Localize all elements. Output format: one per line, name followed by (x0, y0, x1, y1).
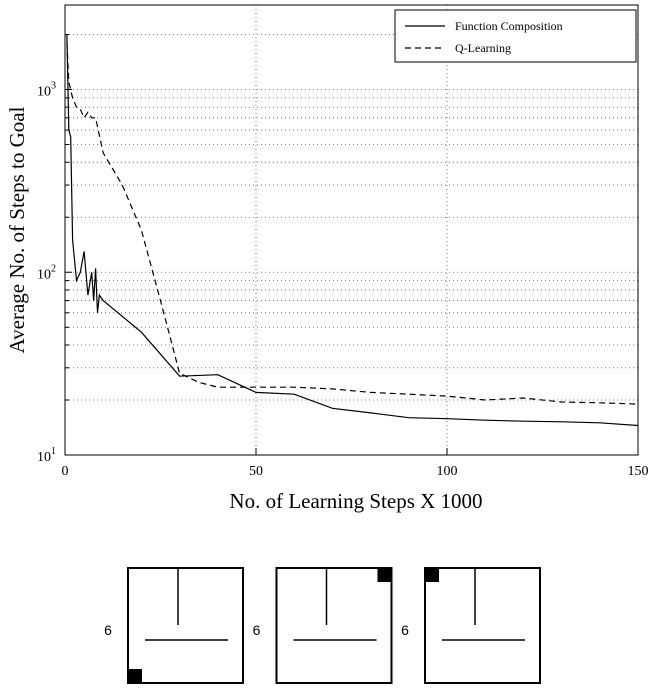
y-tick-base: 10 (37, 85, 51, 100)
y-tick-exponent: 3 (51, 81, 56, 92)
x-tick-label: 100 (437, 464, 458, 479)
grid-world (127, 567, 244, 684)
x-tick-label: 0 (62, 464, 69, 479)
y-tick-exponent: 2 (51, 263, 56, 274)
goal (377, 568, 392, 582)
x-axis-label: No. of Learning Steps X 1000 (229, 489, 482, 513)
y-tick-label: 103 (37, 81, 56, 100)
x-tick-label: 50 (249, 464, 263, 479)
grid-size-label: 6 (401, 622, 409, 638)
legend-label: Function Composition (455, 19, 563, 33)
grid-size-label: 6 (253, 622, 261, 638)
legend-box (394, 9, 637, 63)
y-tick-exponent: 1 (51, 446, 56, 457)
grid-world (275, 567, 393, 684)
goal (128, 669, 142, 683)
y-tick-label: 101 (37, 446, 56, 465)
grid-size-label: 6 (104, 622, 112, 638)
y-tick-base: 10 (37, 450, 51, 465)
series-line (66, 42, 639, 405)
goal (425, 568, 439, 582)
legend-label: Q-Learning (455, 41, 511, 55)
y-tick-label: 102 (37, 263, 56, 282)
grid-world (424, 567, 541, 684)
y-axis-label: Average No. of Steps to Goal (5, 106, 29, 353)
y-tick-base: 10 (37, 267, 51, 282)
plot-frame (64, 4, 639, 456)
x-tick-label: 150 (628, 464, 649, 479)
series-line (66, 34, 639, 427)
